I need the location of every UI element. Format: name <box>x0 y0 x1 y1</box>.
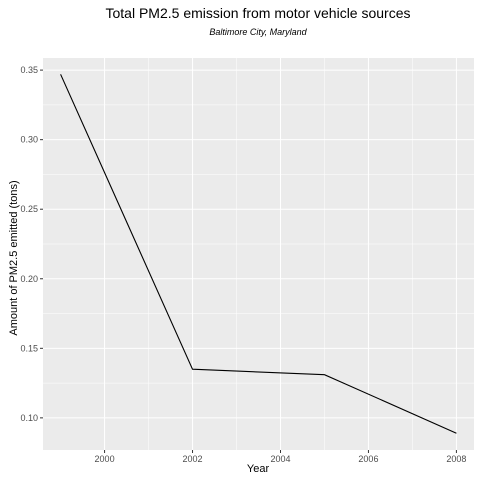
y-tick-label: 0.20 <box>20 274 38 284</box>
series-layer <box>60 74 457 434</box>
series-line <box>60 74 457 434</box>
y-tick-label: 0.25 <box>20 204 38 214</box>
x-tick-label: 2002 <box>183 454 203 464</box>
y-tick-label: 0.10 <box>20 413 38 423</box>
major-gridlines <box>43 58 474 450</box>
x-tick-label: 2006 <box>358 454 378 464</box>
x-tick-label: 2004 <box>270 454 290 464</box>
y-tick-label: 0.15 <box>20 343 38 353</box>
x-axis-title: Year <box>247 463 270 475</box>
chart-title: Total PM2.5 emission from motor vehicle … <box>106 5 411 21</box>
y-tick-label: 0.30 <box>20 135 38 145</box>
y-axis-ticks: 0.10 0.15 0.20 0.25 0.30 0.35 <box>20 65 43 423</box>
chart-subtitle: Baltimore City, Maryland <box>209 27 307 37</box>
plot-panel <box>43 58 474 450</box>
y-axis-title: Amount of PM2.5 emitted (tons) <box>8 180 20 335</box>
x-axis-ticks: 2000 2002 2004 2006 2008 <box>95 450 466 464</box>
x-tick-label: 2008 <box>446 454 466 464</box>
x-tick-label: 2000 <box>95 454 115 464</box>
minor-gridlines <box>43 58 474 450</box>
y-tick-label: 0.35 <box>20 65 38 75</box>
